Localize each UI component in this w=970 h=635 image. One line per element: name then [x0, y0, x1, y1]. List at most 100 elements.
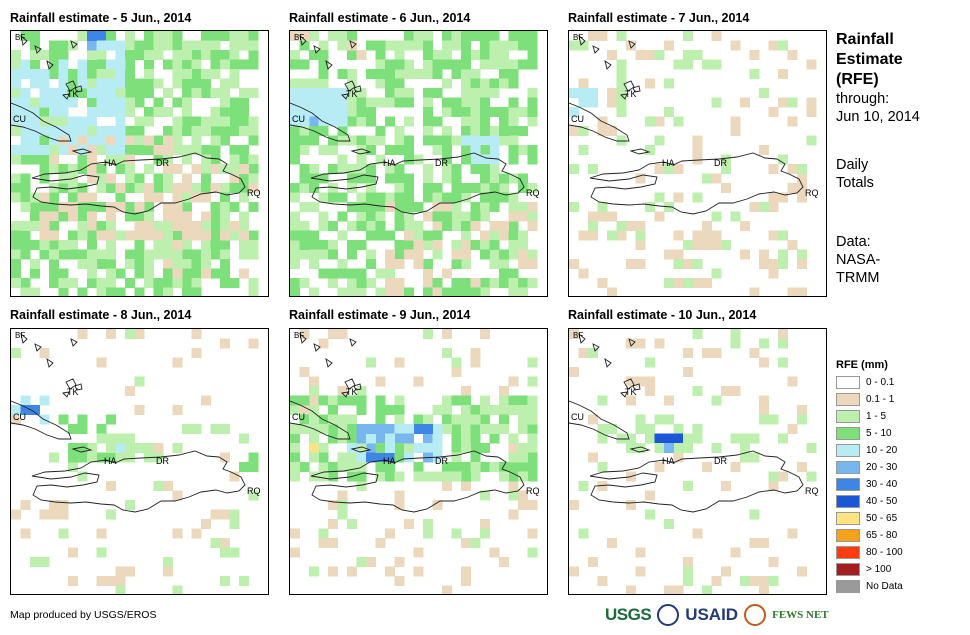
rainfall-cell	[616, 230, 627, 241]
rainfall-cell	[106, 40, 116, 51]
rainfall-cell	[480, 414, 490, 425]
rainfall-cell	[673, 585, 684, 594]
rainfall-cell	[328, 329, 338, 339]
rainfall-cell	[702, 59, 712, 70]
rainfall-cell	[144, 78, 154, 89]
rainfall-cell	[461, 230, 471, 241]
rainfall-cell	[607, 230, 617, 241]
rainfall-cell	[347, 287, 357, 296]
rainfall-cell	[163, 249, 173, 260]
rainfall-cell	[768, 259, 779, 269]
rainfall-cell	[442, 173, 452, 184]
rainfall-cell	[423, 40, 433, 51]
rainfall-cell	[347, 164, 357, 174]
rainfall-cell	[778, 230, 788, 241]
rainfall-cell	[518, 405, 528, 415]
rainfall-cell	[11, 240, 21, 250]
rainfall-cell	[527, 500, 538, 510]
rainfall-cell	[451, 107, 462, 117]
rainfall-cell	[163, 221, 173, 231]
rainfall-cell	[30, 50, 40, 60]
rainfall-cell	[664, 278, 674, 288]
rainfall-cell	[404, 519, 414, 529]
side-data-source-1: NASA-	[836, 252, 881, 268]
rainfall-cell	[385, 287, 395, 296]
legend-swatch	[836, 512, 860, 525]
rainfall-cell	[578, 528, 589, 539]
rainfall-cell	[480, 31, 490, 41]
rainfall-cell	[39, 154, 50, 165]
rainfall-cell	[806, 135, 817, 146]
rainfall-cell	[413, 443, 424, 453]
rainfall-cell	[385, 97, 395, 108]
rainfall-cell	[201, 268, 211, 279]
rainfall-cell	[375, 287, 386, 296]
rainfall-cell	[423, 107, 433, 117]
rainfall-cell	[451, 471, 462, 482]
rainfall-cell	[375, 471, 386, 482]
rainfall-cell	[404, 40, 414, 51]
rainfall-cell	[645, 376, 655, 387]
rainfall-cell	[125, 31, 135, 41]
rainfall-cell	[229, 116, 240, 127]
rainfall-cell	[607, 97, 617, 108]
ile-de-la-tortue-outline	[71, 148, 93, 155]
rainfall-cell	[337, 259, 348, 269]
rainfall-cell	[49, 230, 59, 241]
rainfall-cell	[432, 433, 443, 444]
rainfall-cell	[489, 78, 500, 89]
rainfall-cell	[356, 154, 367, 165]
rainfall-cell	[309, 116, 319, 127]
rainfall-cell	[299, 414, 310, 425]
rainfall-cell	[518, 126, 528, 136]
rainfall-cell	[404, 240, 414, 250]
rainfall-cell	[96, 126, 107, 136]
panel-title-3: Rainfall estimate - 7 Jun., 2014	[568, 11, 750, 25]
rainfall-cell	[191, 192, 202, 203]
rainfall-cell	[96, 230, 107, 241]
rainfall-cell	[20, 230, 31, 241]
rainfall-cell	[144, 116, 154, 127]
rainfall-cell	[442, 50, 452, 60]
rainfall-cell	[404, 424, 414, 434]
rainfall-cell	[49, 249, 59, 260]
rainfall-cell	[711, 230, 722, 241]
rainfall-cell	[499, 471, 509, 482]
rainfall-cell	[664, 443, 674, 453]
rainfall-cell	[432, 287, 443, 296]
rainfall-cell	[58, 278, 69, 288]
rainfall-cell	[191, 221, 202, 231]
rainfall-cell	[366, 452, 376, 463]
rainfall-cell	[635, 547, 646, 558]
rainfall-cell	[394, 500, 405, 510]
rainfall-cell	[96, 31, 107, 41]
rainfall-cell	[125, 500, 135, 510]
rainfall-cell	[432, 278, 443, 288]
rainfall-cell	[20, 135, 31, 146]
rainfall-cell	[778, 40, 788, 51]
rainfall-cell	[115, 116, 126, 127]
rainfall-cell	[404, 173, 414, 184]
rainfall-cell	[153, 97, 164, 108]
map-label-ha: HA	[383, 158, 396, 168]
rainfall-cell	[588, 452, 598, 463]
rainfall-cell	[778, 259, 788, 269]
rainfall-cell	[58, 173, 69, 184]
rainfall-cell	[692, 386, 703, 396]
rainfall-cell	[461, 538, 471, 548]
rainfall-cell	[578, 97, 589, 108]
rainfall-cell	[20, 500, 31, 510]
panel-title-4: Rainfall estimate - 8 Jun., 2014	[10, 308, 192, 322]
rainfall-cell	[489, 462, 500, 472]
rainfall-cell	[318, 443, 329, 453]
rainfall-cell	[68, 126, 78, 136]
rainfall-cell	[375, 69, 386, 79]
rainfall-cell	[191, 249, 202, 260]
rainfall-cell	[11, 97, 21, 108]
bahamas-outline	[578, 332, 636, 368]
rainfall-cell	[347, 249, 357, 260]
rainfall-cell	[518, 40, 528, 51]
rainfall-cell	[144, 259, 154, 269]
map-label-bf: BF	[573, 331, 584, 340]
rainfall-cell	[740, 443, 750, 453]
